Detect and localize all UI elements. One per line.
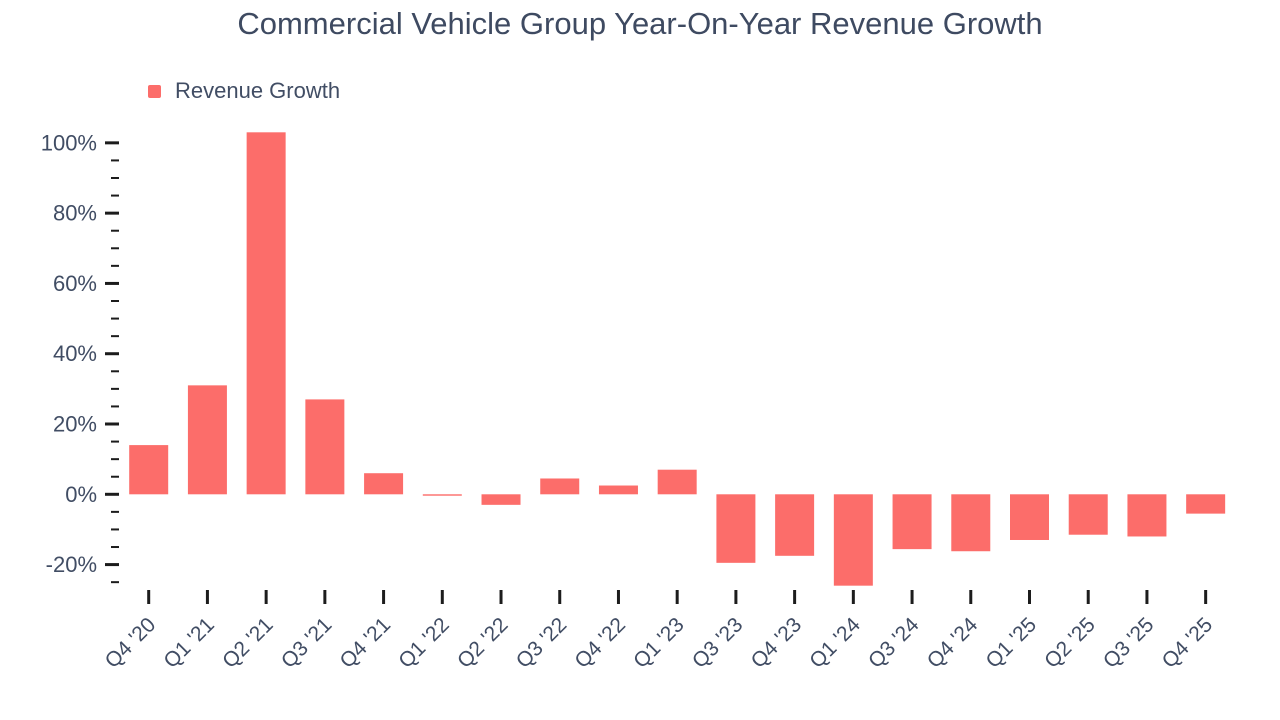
x-axis-label: Q4 '23 xyxy=(747,613,807,673)
y-axis-label: 100% xyxy=(41,130,97,155)
bar-Q221[interactable] xyxy=(246,132,286,495)
bar-Q323[interactable] xyxy=(716,494,756,563)
y-axis-label: 60% xyxy=(53,271,97,296)
bar-Q423[interactable] xyxy=(775,494,815,556)
chart-title: Commercial Vehicle Group Year-On-Year Re… xyxy=(237,6,1043,41)
x-axis-label: Q4 '24 xyxy=(923,613,983,673)
bar-Q421[interactable] xyxy=(364,473,404,495)
bar-Q425[interactable] xyxy=(1186,494,1226,514)
legend-label: Revenue Growth xyxy=(175,78,341,103)
bar-Q124[interactable] xyxy=(833,494,873,586)
bar-Q325[interactable] xyxy=(1127,494,1167,537)
x-axis-label: Q1 '23 xyxy=(629,613,689,673)
bar-Q420[interactable] xyxy=(129,445,169,495)
x-axis-label: Q1 '25 xyxy=(981,613,1041,673)
x-axis-label: Q4 '20 xyxy=(101,613,161,673)
x-axis-label: Q1 '21 xyxy=(159,613,219,673)
legend-item-revenue-growth[interactable]: Revenue Growth xyxy=(148,78,340,104)
x-axis-label: Q2 '25 xyxy=(1040,613,1100,673)
x-axis-label: Q3 '25 xyxy=(1099,613,1159,673)
x-axis-label: Q3 '24 xyxy=(864,613,924,673)
y-axis-label: 0% xyxy=(65,482,97,507)
x-axis-label: Q2 '21 xyxy=(218,613,278,673)
x-axis-label: Q1 '24 xyxy=(805,613,865,673)
bar-Q424[interactable] xyxy=(951,494,991,552)
x-axis-label: Q2 '22 xyxy=(453,613,513,673)
bar-Q122[interactable] xyxy=(422,494,462,496)
bar-Q322[interactable] xyxy=(540,478,580,495)
y-axis-label: 80% xyxy=(53,201,97,226)
bar-Q324[interactable] xyxy=(892,494,932,550)
x-axis-label: Q3 '23 xyxy=(688,613,748,673)
y-axis-label: 20% xyxy=(53,412,97,437)
x-axis-label: Q4 '21 xyxy=(336,613,396,673)
y-axis-label: -20% xyxy=(46,552,97,577)
y-axis-label: 40% xyxy=(53,341,97,366)
legend-swatch-icon xyxy=(148,84,161,98)
x-axis-label: Q4 '25 xyxy=(1158,613,1218,673)
bar-Q225[interactable] xyxy=(1068,494,1108,535)
bar-Q321[interactable] xyxy=(305,399,345,495)
bar-Q121[interactable] xyxy=(187,385,227,495)
bar-Q125[interactable] xyxy=(1010,494,1049,540)
bar-Q123[interactable] xyxy=(657,469,697,495)
x-axis-label: Q3 '22 xyxy=(512,613,572,673)
x-axis-label: Q3 '21 xyxy=(277,613,337,673)
x-axis-label: Q4 '22 xyxy=(570,613,630,673)
bar-Q422[interactable] xyxy=(598,485,638,495)
bar-Q222[interactable] xyxy=(481,494,521,505)
x-axis-label: Q1 '22 xyxy=(394,613,454,673)
